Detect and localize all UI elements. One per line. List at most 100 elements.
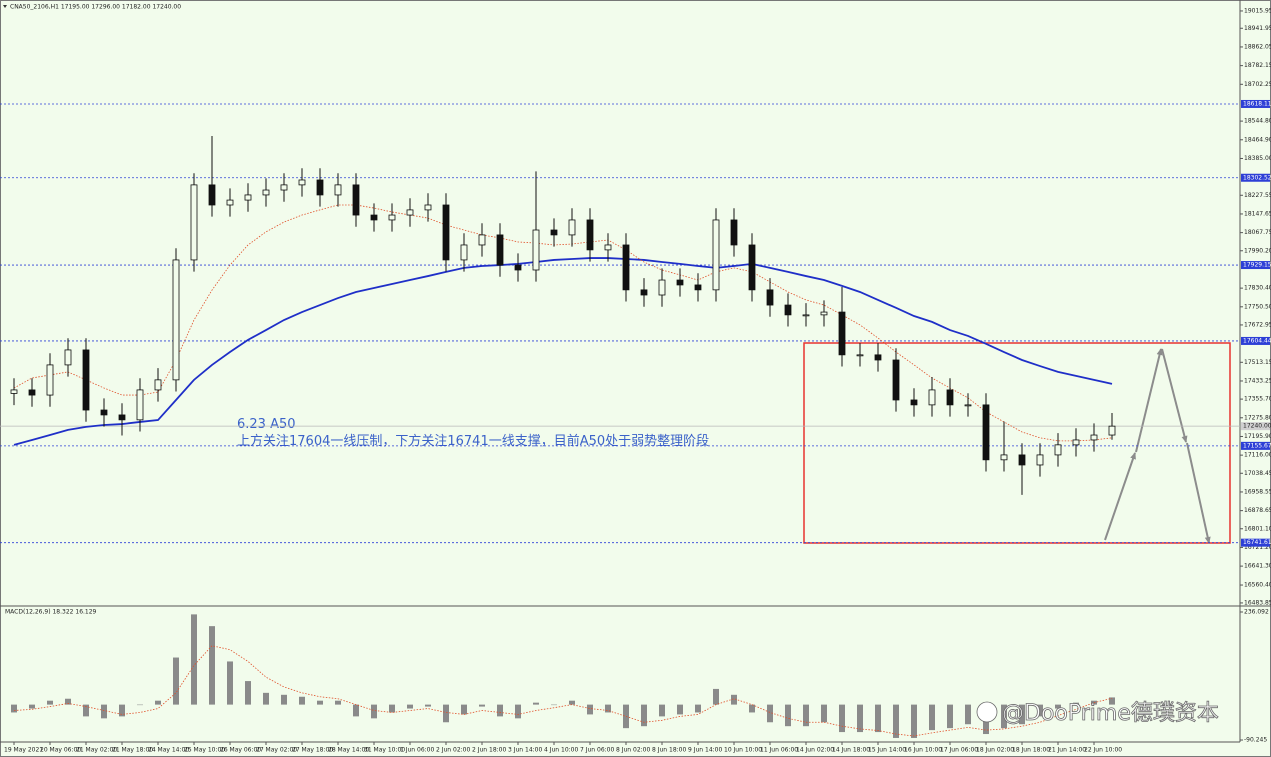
- candle-body: [352, 184, 360, 216]
- macd-bar: [767, 704, 773, 723]
- x-tick-label: 21 Jun 14:00: [1048, 747, 1086, 754]
- candle-body: [1036, 454, 1044, 466]
- candle-body: [316, 179, 324, 196]
- macd-bar: [155, 700, 161, 705]
- macd-bar: [83, 704, 89, 717]
- macd-bar: [605, 704, 611, 713]
- candle-body: [442, 204, 450, 261]
- candle-body: [1072, 439, 1080, 446]
- x-tick-label: 25 May 10:00: [184, 747, 225, 754]
- y-tick-label: 18147.65: [1244, 210, 1271, 217]
- y-tick-label: 17038.45: [1244, 470, 1271, 477]
- candle-body: [478, 234, 486, 246]
- candle-body: [622, 244, 630, 291]
- candle-body: [64, 349, 72, 366]
- macd-bar: [821, 704, 827, 723]
- level-tag: [1241, 173, 1270, 182]
- macd-bar: [1055, 704, 1061, 709]
- macd-bar: [209, 626, 215, 705]
- candle-body: [802, 314, 810, 317]
- macd-bar: [1073, 702, 1079, 705]
- candle-body: [1108, 425, 1116, 436]
- watermark-logo: [976, 701, 998, 723]
- macd-bar: [1037, 704, 1043, 717]
- y-tick-label: 18227.55: [1244, 192, 1271, 199]
- x-tick-label: 4 Jun 10:00: [544, 747, 578, 754]
- y-tick-label: 17513.15: [1244, 359, 1271, 366]
- x-tick-label: 8 Jun 18:00: [652, 747, 686, 754]
- macd-bar: [119, 704, 125, 717]
- y-tick-label: 17355.70: [1244, 396, 1271, 403]
- y-tick-label: 18067.75: [1244, 229, 1271, 236]
- macd-tick-label: 236.092: [1244, 608, 1269, 615]
- y-tick-label: 17750.50: [1244, 303, 1271, 310]
- x-tick-label: 9 Jun 14:00: [688, 747, 722, 754]
- level-tag: [1241, 538, 1270, 547]
- macd-bar: [65, 698, 71, 705]
- candle-body: [172, 259, 180, 381]
- level-tag: [1241, 336, 1270, 345]
- macd-bar: [479, 704, 485, 707]
- macd-bar: [965, 704, 971, 725]
- x-tick-label: 7 Jun 06:00: [580, 747, 614, 754]
- macd-bar: [659, 704, 665, 717]
- macd-bar: [137, 704, 143, 706]
- candle-body: [136, 389, 144, 421]
- candle-body: [370, 214, 378, 221]
- y-tick-label: 16878.65: [1244, 507, 1271, 514]
- logo-circle: [976, 701, 998, 723]
- candle-body: [568, 219, 576, 236]
- macd-bar: [947, 704, 953, 729]
- x-tick-label: 15 Jun 14:00: [868, 747, 906, 754]
- candle-body: [532, 229, 540, 271]
- y-tick-label: 17990.20: [1244, 247, 1271, 254]
- y-tick-label: 19015.95: [1244, 7, 1271, 14]
- macd-bar: [497, 704, 503, 717]
- y-tick-label: 17672.95: [1244, 321, 1271, 328]
- x-tick-label: 10 Jun 10:00: [724, 747, 762, 754]
- candle-body: [550, 229, 558, 236]
- macd-bar: [407, 704, 413, 709]
- macd-bar: [263, 692, 269, 705]
- y-tick-label: 16958.55: [1244, 488, 1271, 495]
- candle-body: [748, 244, 756, 291]
- candle-body: [460, 244, 468, 261]
- candle-body: [190, 184, 198, 261]
- macd-bar: [839, 704, 845, 733]
- candle-body: [910, 399, 918, 406]
- candle-body: [982, 404, 990, 461]
- macd-bar: [785, 704, 791, 727]
- macd-bar: [173, 657, 179, 705]
- macd-bar: [101, 704, 107, 719]
- annotation-title: 6.23 A50: [237, 417, 296, 432]
- chart-header: CNA50_2106,H1 17195.00 17296.00 17182.00…: [10, 4, 181, 11]
- x-tick-label: 17 Jun 06:00: [940, 747, 978, 754]
- header-arrow: [3, 5, 7, 8]
- y-tick-label: 17830.40: [1244, 285, 1271, 292]
- x-tick-label: 19 May 2021: [4, 747, 43, 754]
- y-tick-label: 18702.25: [1244, 81, 1271, 88]
- macd-bar: [533, 702, 539, 705]
- arrow-up-1: [1104, 452, 1136, 541]
- macd-bar: [371, 704, 377, 719]
- y-tick-label: 18385.00: [1244, 155, 1271, 162]
- x-tick-label: 24 May 14:00: [148, 747, 189, 754]
- candle-body: [28, 389, 36, 396]
- y-tick-label: 16721.20: [1244, 544, 1271, 551]
- y-tick-label: 18544.80: [1244, 118, 1271, 125]
- macd-bar: [749, 704, 755, 713]
- x-tick-label: 2 Jun 02:00: [436, 747, 470, 754]
- level-label: 16741.61: [1243, 539, 1271, 546]
- level-tag: [1241, 99, 1270, 108]
- candle-body: [874, 354, 882, 361]
- macd-bar: [47, 700, 53, 705]
- candle-body: [604, 244, 612, 251]
- macd-bar: [803, 704, 809, 727]
- candle-body: [1000, 454, 1008, 461]
- macd-bar: [281, 694, 287, 705]
- candle-body: [154, 379, 162, 391]
- macd-bar: [389, 704, 395, 713]
- watermark: @DooPrime德璞资本: [1002, 701, 1219, 726]
